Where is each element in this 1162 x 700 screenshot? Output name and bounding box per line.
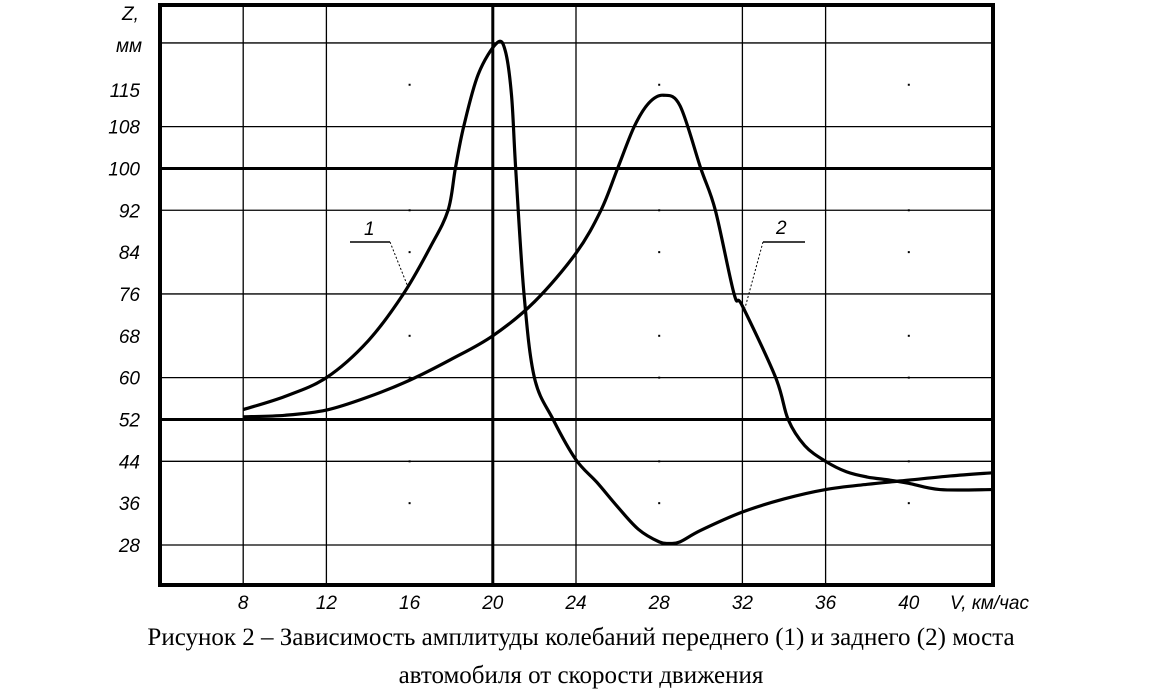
x-tick-label: 40 xyxy=(898,593,920,614)
y-tick-labels: 115 108 100 92 84 76 68 60 52 44 36 28 xyxy=(108,81,140,557)
y-tick-label: 92 xyxy=(119,201,141,222)
x-axis-label: V, км/час xyxy=(950,593,1029,614)
series-1-line xyxy=(242,39,993,546)
grid-dot xyxy=(408,251,411,254)
grid-dot xyxy=(907,83,910,86)
y-tick-label: 84 xyxy=(119,243,140,264)
x-tick-label: 32 xyxy=(732,593,754,614)
y-tick-label: 108 xyxy=(108,118,140,139)
grid-dot xyxy=(658,209,661,212)
y-tick-label: 28 xyxy=(118,536,141,557)
series-1-label: 1 xyxy=(364,219,375,240)
curves xyxy=(242,39,993,546)
grid-dot xyxy=(658,502,661,505)
series-2-annotation: 2 xyxy=(744,218,805,309)
y-axis-symbol: Z, xyxy=(121,4,139,25)
y-tick-label: 76 xyxy=(119,285,141,306)
grid-dot xyxy=(408,83,411,86)
x-tick-label: 8 xyxy=(238,593,249,614)
grid-dot xyxy=(658,83,661,86)
grid-dot xyxy=(408,376,411,379)
y-tick-label: 44 xyxy=(119,452,140,473)
y-tick-label: 52 xyxy=(119,410,141,431)
x-tick-labels: 8 12 16 20 24 28 32 36 40 xyxy=(238,593,920,614)
plot-frame xyxy=(158,3,995,587)
y-tick-label: 60 xyxy=(119,369,141,390)
x-tick-label: 28 xyxy=(648,593,671,614)
series-1-annotation: 1 xyxy=(350,219,409,288)
grid-dot xyxy=(907,251,910,254)
x-tick-label: 12 xyxy=(316,593,338,614)
x-tick-label: 36 xyxy=(815,593,837,614)
grid-dot xyxy=(907,460,910,463)
grid-dot xyxy=(408,209,411,212)
x-tick-label: 24 xyxy=(564,593,586,614)
y-tick-label: 36 xyxy=(119,494,141,515)
grid-dot xyxy=(408,502,411,505)
grid-dot xyxy=(408,460,411,463)
grid-dot xyxy=(907,376,910,379)
series-2-label: 2 xyxy=(775,218,787,239)
x-tick-label: 20 xyxy=(481,593,504,614)
grid-dot xyxy=(658,460,661,463)
y-tick-label: 115 xyxy=(110,81,141,102)
y-axis-unit: мм xyxy=(116,36,142,57)
figure-caption-line-2: автомобиля от скорости движения xyxy=(398,662,764,689)
grid-dot xyxy=(658,251,661,254)
grid-dot xyxy=(907,502,910,505)
grid xyxy=(160,5,993,585)
y-tick-label: 100 xyxy=(108,159,140,180)
y-tick-label: 68 xyxy=(119,327,141,348)
grid-dot xyxy=(658,376,661,379)
series-2-line xyxy=(243,93,993,492)
x-tick-label: 16 xyxy=(399,593,421,614)
figure-caption-line-1: Рисунок 2 – Зависимость амплитуды колеба… xyxy=(147,624,1015,651)
grid-dot xyxy=(907,209,910,212)
grid-dot xyxy=(907,334,910,337)
grid-dot xyxy=(658,334,661,337)
grid-dot xyxy=(408,334,411,337)
